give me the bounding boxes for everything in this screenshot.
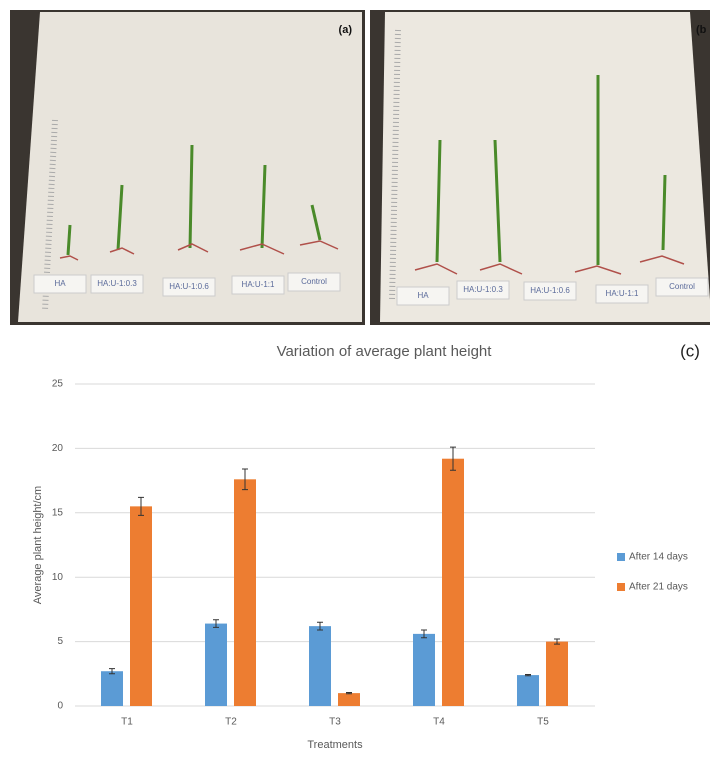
photo-tag: HA — [417, 291, 429, 300]
photo-tag: Control — [301, 277, 327, 286]
panel-label: (c) — [680, 341, 700, 360]
photo-tag: HA:U-1:0.3 — [463, 285, 503, 294]
y-tick-label: 5 — [57, 636, 63, 647]
photo-tag: HA:U-1:0.6 — [169, 282, 209, 291]
bar — [546, 642, 568, 706]
photo-tag: Control — [669, 282, 695, 291]
photo-tag: HA:U-1:0.6 — [530, 286, 570, 295]
paper — [380, 12, 710, 322]
legend-label: After 21 days — [629, 582, 688, 593]
y-tick-label: 15 — [52, 507, 64, 518]
bar — [205, 624, 227, 706]
legend-swatch — [617, 553, 625, 561]
photo-tag: HA — [54, 279, 66, 288]
legend-label: After 14 days — [629, 552, 688, 563]
bar — [442, 459, 464, 706]
x-axis-title: Treatments — [307, 739, 363, 751]
bar — [101, 671, 123, 706]
y-tick-label: 20 — [52, 443, 64, 454]
x-tick-label: T5 — [537, 717, 549, 728]
panel-label: (a) — [339, 24, 353, 36]
bar — [234, 479, 256, 706]
y-axis-title: Average plant height/cm — [32, 486, 44, 604]
x-tick-label: T3 — [329, 717, 341, 728]
legend-swatch — [617, 583, 625, 591]
panel-label: (b — [696, 24, 707, 36]
bar — [413, 634, 435, 706]
figure: (a) (b Variation of average plant height… — [0, 0, 710, 755]
bar — [517, 675, 539, 706]
bar — [338, 693, 360, 706]
bar — [130, 506, 152, 706]
x-tick-label: T4 — [433, 717, 445, 728]
photo-tag: HA:U-1:0.3 — [97, 279, 137, 288]
chart-title: Variation of average plant height — [277, 343, 493, 360]
y-tick-label: 25 — [52, 379, 64, 390]
y-tick-label: 0 — [57, 701, 63, 712]
photo-tag: HA:U-1:1 — [242, 280, 275, 289]
y-tick-label: 10 — [52, 572, 64, 583]
x-tick-label: T2 — [225, 717, 237, 728]
bar — [309, 626, 331, 706]
photo-tag: HA:U-1:1 — [606, 289, 639, 298]
x-tick-label: T1 — [121, 717, 133, 728]
